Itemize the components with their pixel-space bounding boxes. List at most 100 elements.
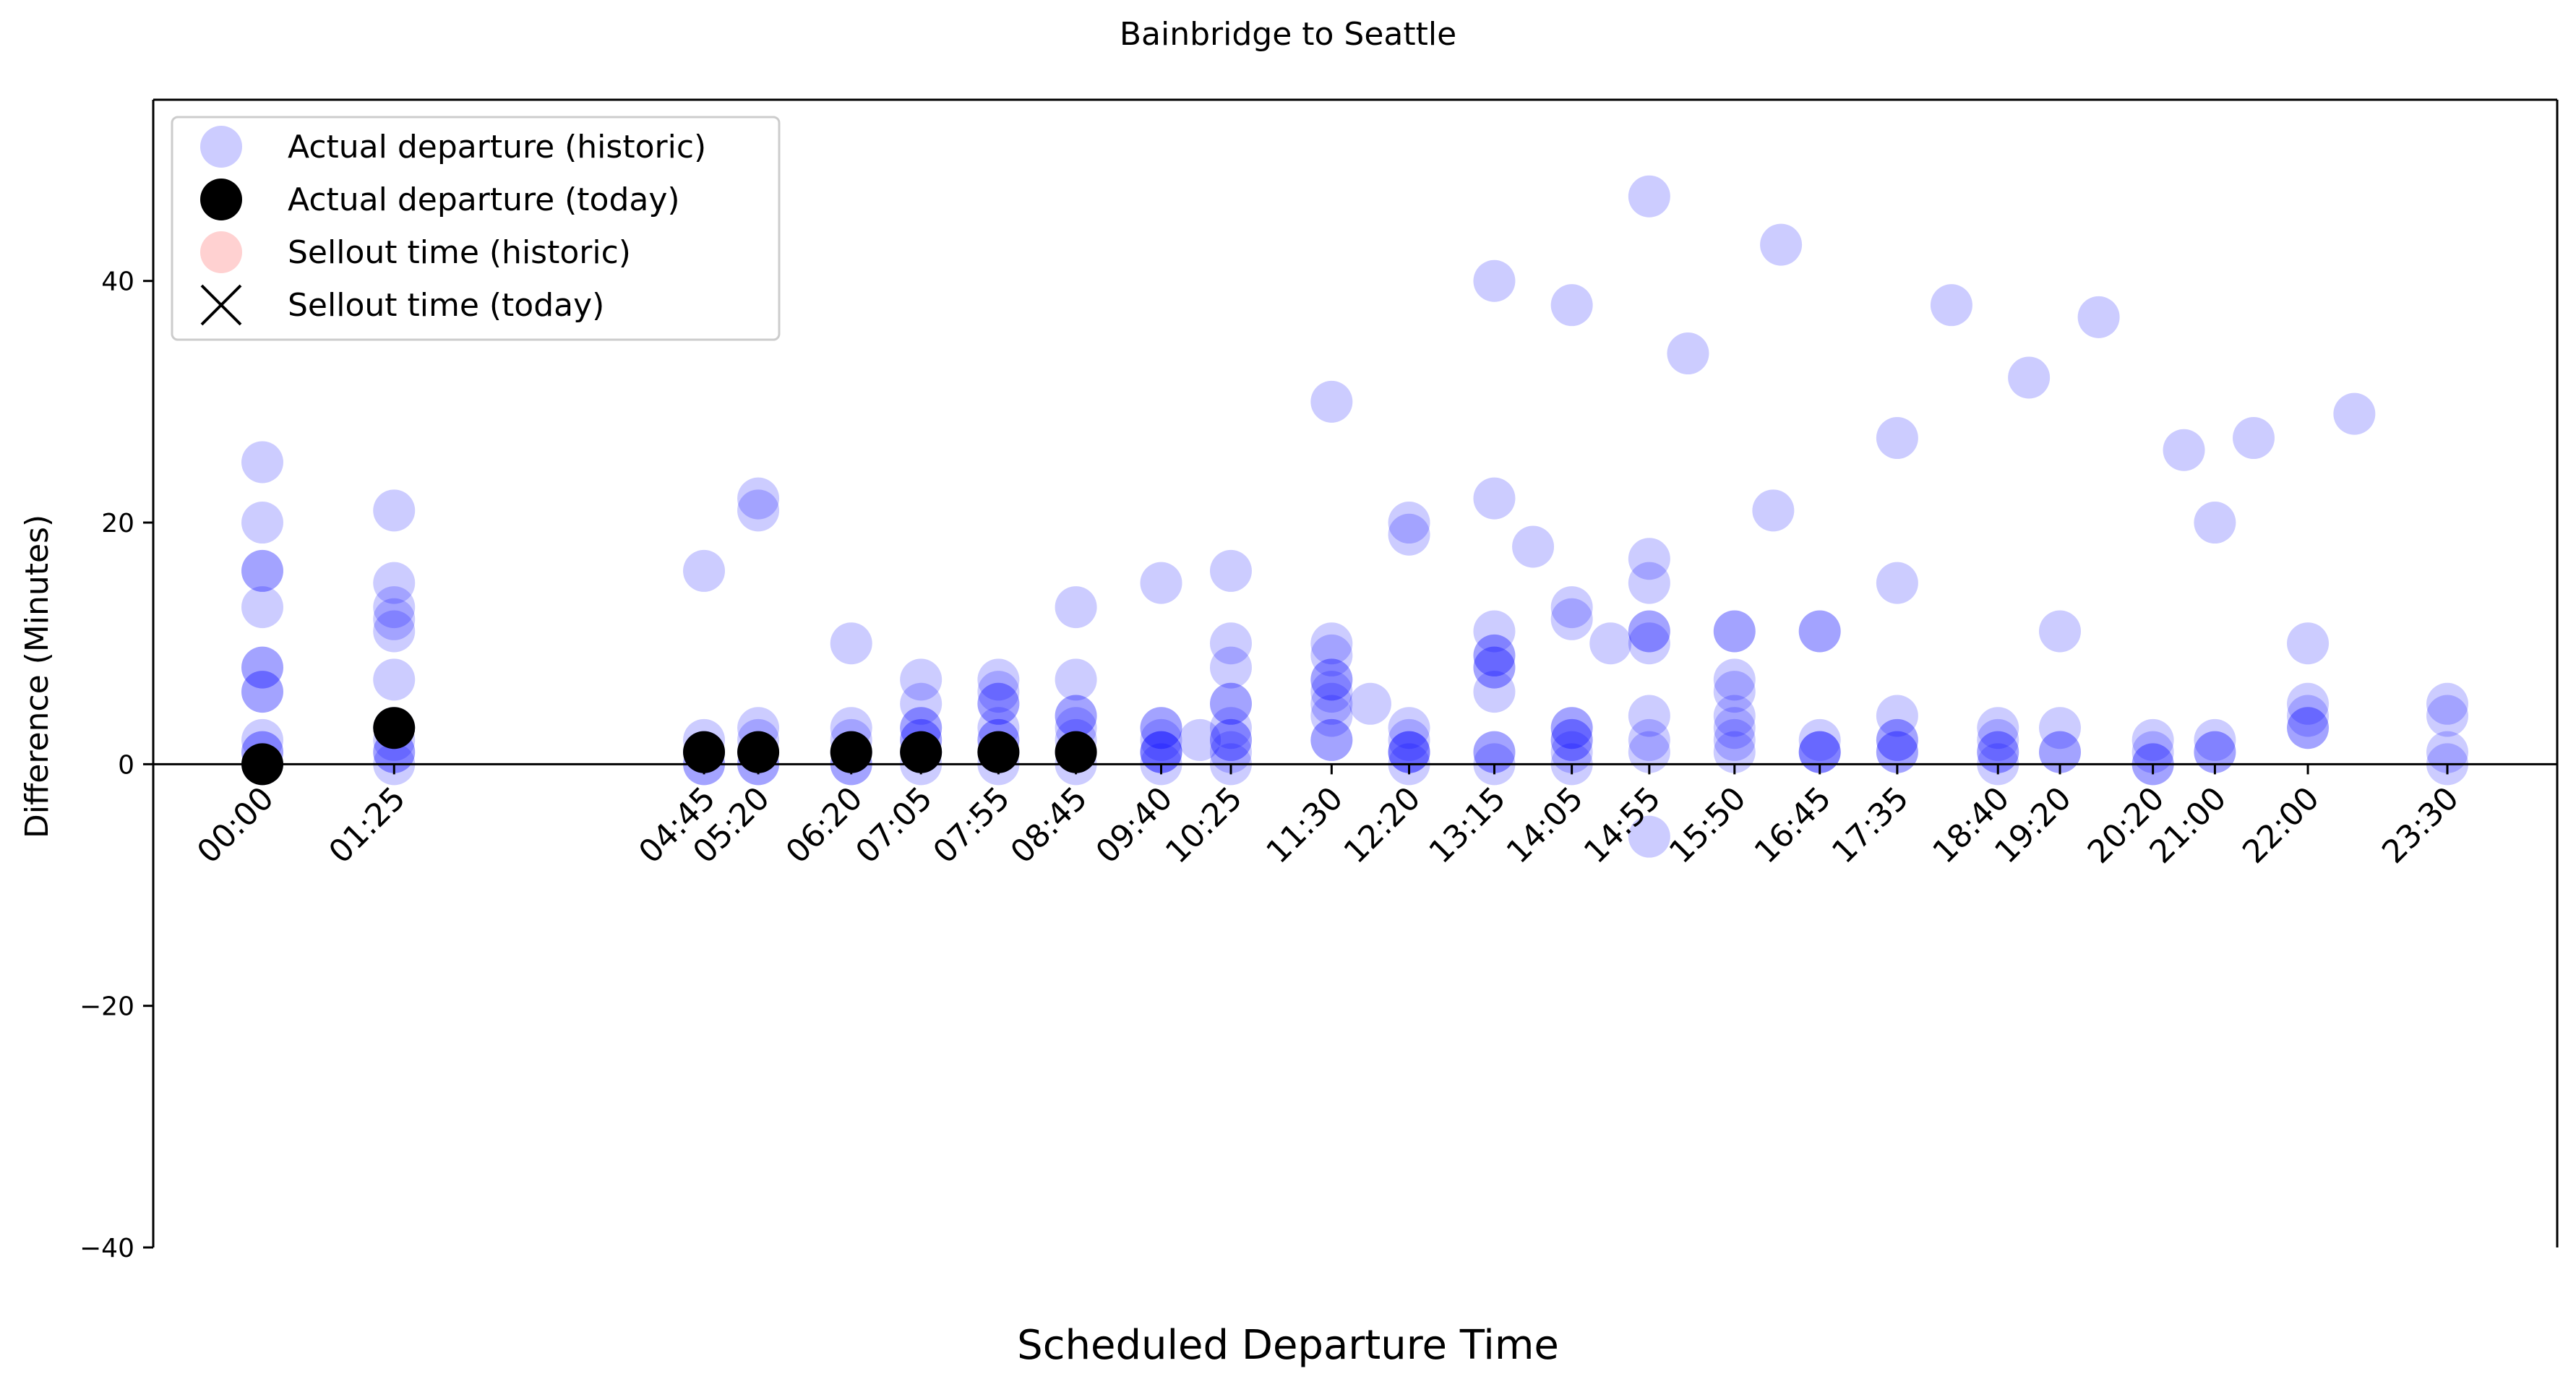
historic-departure-point [1349, 682, 1391, 725]
historic-departure-point [1550, 718, 1593, 761]
y-tick-label: 40 [101, 267, 134, 297]
historic-departure-point [1473, 634, 1516, 676]
legend-marker-today [200, 179, 242, 220]
historic-departure-point [241, 646, 283, 689]
legend-label-sellout-today: Sellout time (today) [288, 287, 604, 324]
historic-departure-point [1589, 622, 1632, 665]
legend-marker-sellout-historic [200, 231, 242, 273]
historic-departure-point [1876, 718, 1918, 761]
historic-departure-point [1310, 622, 1353, 665]
historic-departure-point [1388, 513, 1430, 556]
historic-departure-point [1140, 731, 1182, 773]
historic-departure-point [1310, 671, 1353, 713]
legend-marker-historic [200, 126, 242, 168]
historic-departure-point [1140, 707, 1182, 749]
historic-departure-point [2163, 429, 2205, 471]
historic-departure-point [1140, 707, 1182, 749]
historic-departure-point [1209, 731, 1252, 773]
historic-departure-point [1798, 610, 1841, 653]
historic-departure-point [1760, 223, 1803, 266]
historic-departure-point [2233, 417, 2275, 460]
historic-departure-point [1055, 658, 1097, 701]
historic-departure-point [2426, 695, 2468, 737]
historic-departure-point [2194, 718, 2236, 761]
historic-departure-point [737, 477, 780, 520]
historic-departure-point [1713, 695, 1756, 737]
historic-departure-point [1713, 707, 1756, 749]
historic-departure-point [1179, 718, 1222, 761]
historic-departure-point [1473, 477, 1516, 520]
historic-departure-point [2039, 707, 2082, 749]
historic-departure-point [1798, 731, 1841, 773]
historic-departure-point [1752, 489, 1795, 532]
historic-departure-point [1628, 175, 1670, 218]
historic-departure-point [241, 671, 283, 713]
historic-departure-point [1977, 731, 2019, 773]
historic-departure-point [1209, 718, 1252, 761]
historic-departure-point [1140, 562, 1182, 604]
historic-departure-point [1628, 815, 1670, 858]
historic-departure-point [1550, 586, 1593, 629]
historic-departure-point [1876, 718, 1918, 761]
historic-departure-point [1209, 549, 1252, 592]
y-axis-ticks: −40 −20 0 20 40 [80, 267, 153, 1263]
historic-departure-point [1798, 731, 1841, 773]
historic-departure-point [1140, 731, 1182, 773]
historic-departure-point [1977, 731, 2019, 773]
chart-title: Bainbridge to Seattle [1120, 16, 1456, 53]
historic-departure-point [1388, 718, 1430, 761]
today-departure-point [737, 731, 780, 773]
historic-departure-point [1209, 682, 1252, 725]
historic-departure-point [241, 441, 283, 484]
legend: Actual departure (historic) Actual depar… [171, 116, 781, 341]
historic-departure-point [683, 549, 726, 592]
historic-departure-point [1310, 682, 1353, 725]
historic-departure-point [900, 658, 943, 701]
historic-departure-point [830, 622, 872, 665]
legend-marker-sellout-today [200, 284, 242, 326]
historic-departure-point [1140, 718, 1182, 761]
historic-departure-point [1628, 562, 1670, 604]
historic-departure-point [1473, 731, 1516, 773]
historic-departure-point [2426, 682, 2468, 725]
historic-departure-point [2287, 707, 2330, 749]
historic-departure-point [1876, 731, 1918, 773]
historic-departure-point [1550, 707, 1593, 749]
today-departure-point [900, 731, 943, 773]
historic-departure-point [1388, 731, 1430, 773]
historic-departure-point [1628, 622, 1670, 665]
historic-departure-point [373, 562, 416, 604]
historic-departure-point [1713, 610, 1756, 653]
historic-departure-point [1473, 646, 1516, 689]
historic-departure-point [1473, 259, 1516, 302]
historic-departure-point [2194, 502, 2236, 544]
historic-departure-point [241, 549, 283, 592]
historic-departure-point [373, 610, 416, 653]
historic-departure-point [1310, 718, 1353, 761]
today-departure-point [373, 707, 416, 749]
historic-departure-point [977, 658, 1020, 701]
historic-departure-point [241, 502, 283, 544]
historic-departure-point [1473, 731, 1516, 773]
historic-departure-point [1713, 610, 1756, 653]
historic-departure-point [1628, 610, 1670, 653]
historic-departure-point [2287, 622, 2330, 665]
historic-departure-point [1209, 718, 1252, 761]
today-departure-point [830, 731, 872, 773]
historic-departure-point [1798, 610, 1841, 653]
historic-departure-point [737, 489, 780, 532]
historic-departure-point [2008, 356, 2051, 399]
historic-departure-point [2039, 731, 2082, 773]
historic-departure-point [1310, 658, 1353, 701]
historic-departure-point [2131, 718, 2174, 761]
historic-departure-point [1055, 586, 1097, 629]
historic-departure-point [1628, 695, 1670, 737]
legend-box [171, 116, 781, 341]
y-tick-label: 20 [101, 509, 134, 538]
legend-label-today: Actual departure (today) [288, 181, 680, 218]
historic-departure-point [2194, 731, 2236, 773]
historic-departure-point [373, 586, 416, 629]
historic-departure-point [1550, 731, 1593, 773]
y-tick-label: 0 [118, 750, 134, 780]
